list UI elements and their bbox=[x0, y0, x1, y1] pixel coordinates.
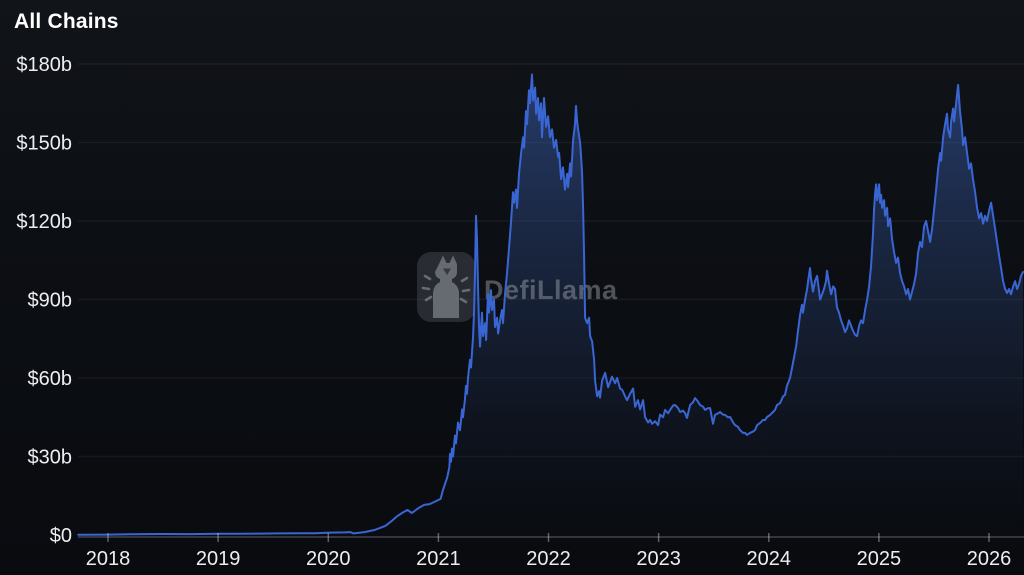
x-tick-label: 2019 bbox=[196, 548, 241, 570]
x-tick-label: 2020 bbox=[306, 548, 351, 570]
y-tick-label: $60b bbox=[28, 368, 73, 390]
y-tick-label: $0 bbox=[50, 525, 72, 547]
defillama-logo-icon bbox=[417, 252, 475, 322]
x-tick-label: 2022 bbox=[526, 548, 571, 570]
x-tick-label: 2021 bbox=[416, 548, 461, 570]
y-tick-label: $90b bbox=[28, 290, 73, 312]
x-axis-labels: 2018 2019 2020 2021 2022 2023 2024 2025 2026 bbox=[86, 548, 1012, 570]
y-axis-labels: $0 $30b $60b $90b $120b $150b $180b bbox=[16, 54, 72, 547]
x-tick-label: 2026 bbox=[967, 548, 1012, 570]
y-tick-label: $120b bbox=[16, 211, 72, 233]
x-tick-label: 2018 bbox=[86, 548, 131, 570]
y-tick-label: $180b bbox=[16, 54, 72, 76]
logo-rays bbox=[421, 274, 471, 304]
x-axis-ticks bbox=[107, 533, 990, 542]
y-tick-label: $30b bbox=[28, 447, 73, 469]
x-tick-label: 2024 bbox=[747, 548, 792, 570]
page-title: All Chains bbox=[14, 10, 119, 33]
y-tick-label: $150b bbox=[16, 133, 72, 155]
x-tick-label: 2023 bbox=[636, 548, 681, 570]
llama-nose bbox=[443, 268, 451, 275]
tvl-line bbox=[77, 73, 1024, 536]
llama-head-shape bbox=[433, 255, 459, 318]
tvl-area-fill bbox=[78, 74, 1024, 537]
x-tick-label: 2025 bbox=[857, 548, 902, 570]
